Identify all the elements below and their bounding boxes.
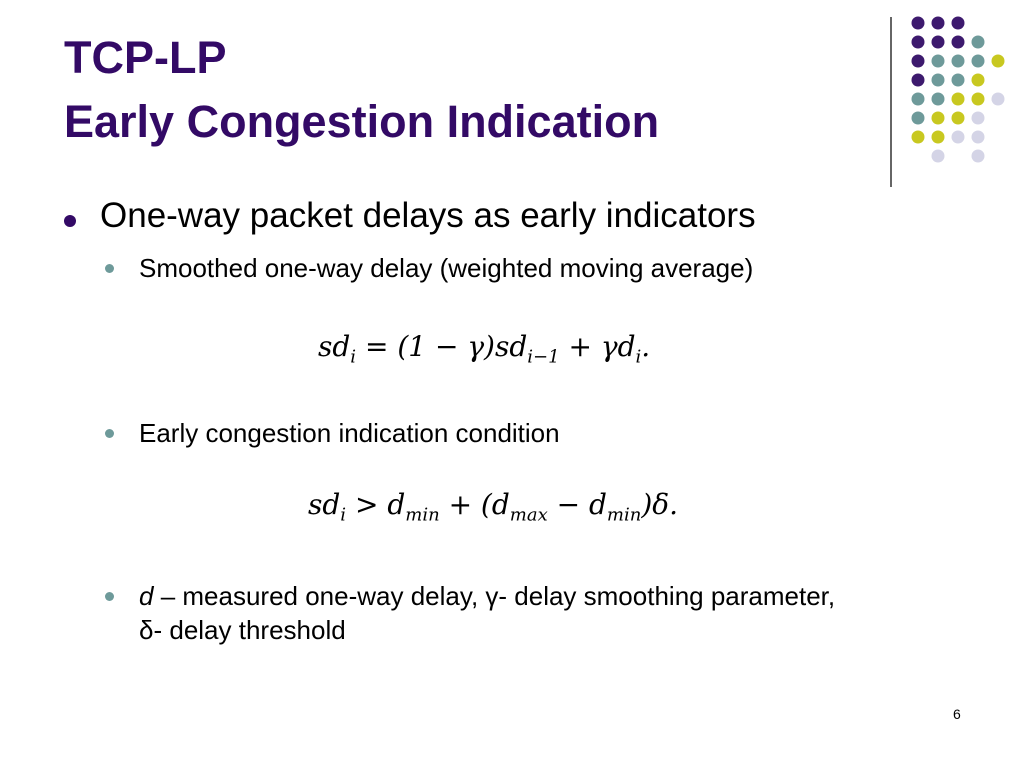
equation: sdi > dmin + (dmax − dmin)δ. [308, 488, 678, 526]
equation-text: . [641, 330, 651, 363]
equation-text: = (1 − γ)sd [356, 330, 528, 363]
equation-text: sd [308, 488, 341, 521]
term: d [139, 581, 154, 611]
title-line: Early Congestion Indication [64, 96, 660, 147]
equation-subscript: i [350, 346, 357, 368]
equation-text: + γd [559, 330, 636, 363]
sub-bullet: Early congestion indication condition [105, 416, 859, 450]
equation-text: + (d [439, 488, 510, 521]
equation-subscript: max [509, 504, 548, 526]
equation-text: > d [346, 488, 406, 521]
equation-subscript: i [635, 346, 642, 368]
dot-pattern [911, 16, 1005, 163]
equation-subscript: min [606, 504, 642, 526]
equation-text: )δ. [641, 488, 679, 521]
bullet: One-way packet delays as early indicator… [64, 196, 756, 235]
definition: – measured one-way delay, γ- delay smoot… [139, 581, 836, 645]
equation-text: sd [318, 330, 351, 363]
equation-text: − d [547, 488, 607, 521]
sub-bullet: Smoothed one-way delay (weighted moving … [105, 251, 859, 285]
title-line: TCP-LP [64, 32, 227, 83]
decoration [890, 16, 1005, 187]
equation-subscript: i [340, 504, 347, 526]
sub-bullet: d – measured one-way delay, γ- delay smo… [105, 579, 859, 647]
equation: sdi = (1 − γ)sdi−1 + γdi. [318, 330, 650, 368]
equation-subscript: min [405, 504, 440, 526]
page-number: 6 [953, 706, 961, 722]
equation-subscript: i−1 [527, 346, 560, 368]
title: TCP-LP Early Congestion Indication [64, 26, 659, 154]
